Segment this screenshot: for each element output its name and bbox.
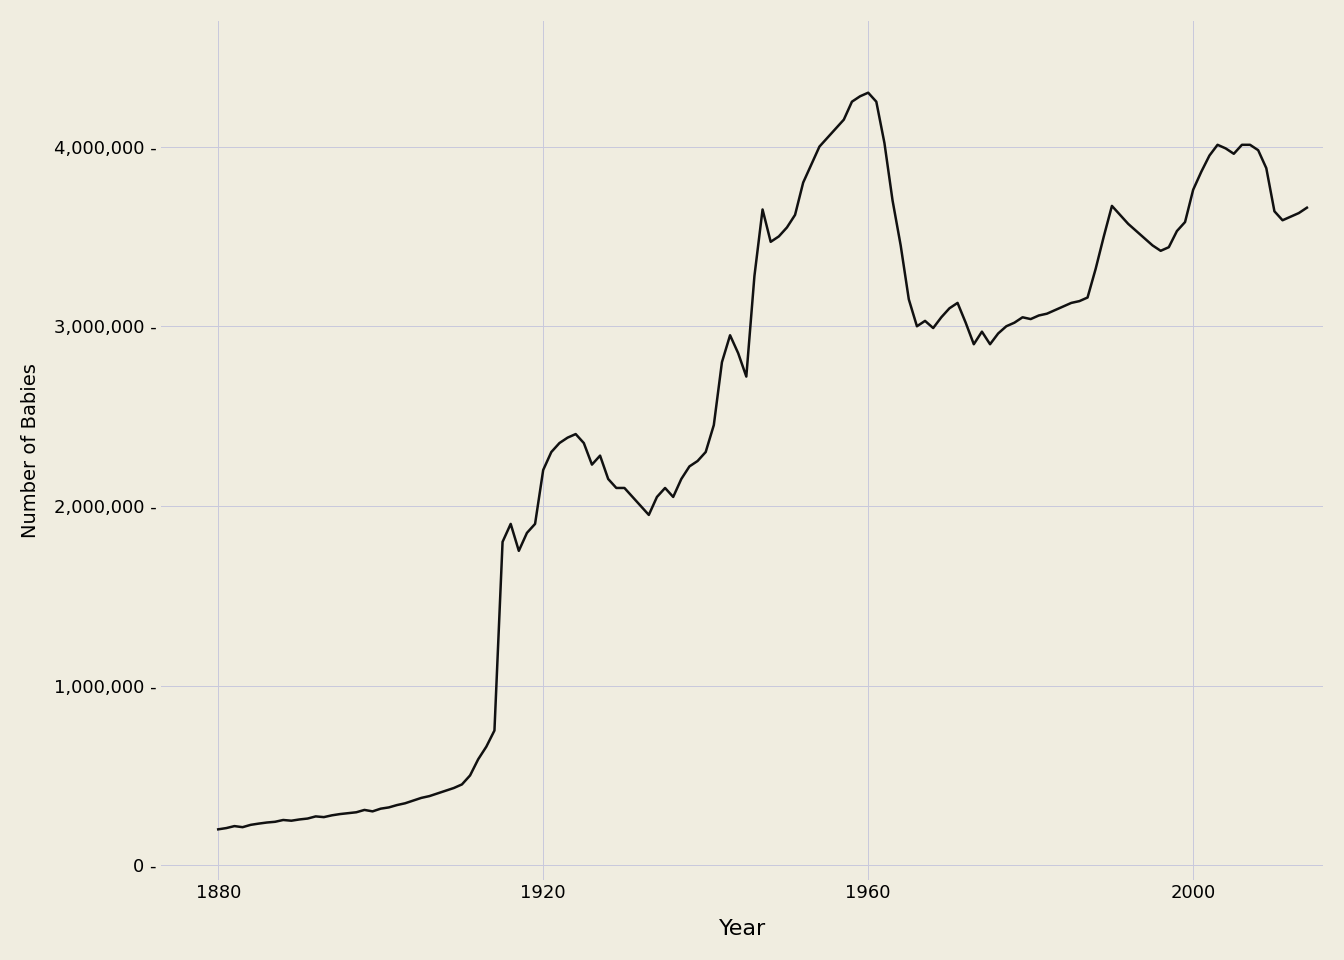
Y-axis label: Number of Babies: Number of Babies — [22, 363, 40, 538]
X-axis label: Year: Year — [719, 919, 766, 939]
